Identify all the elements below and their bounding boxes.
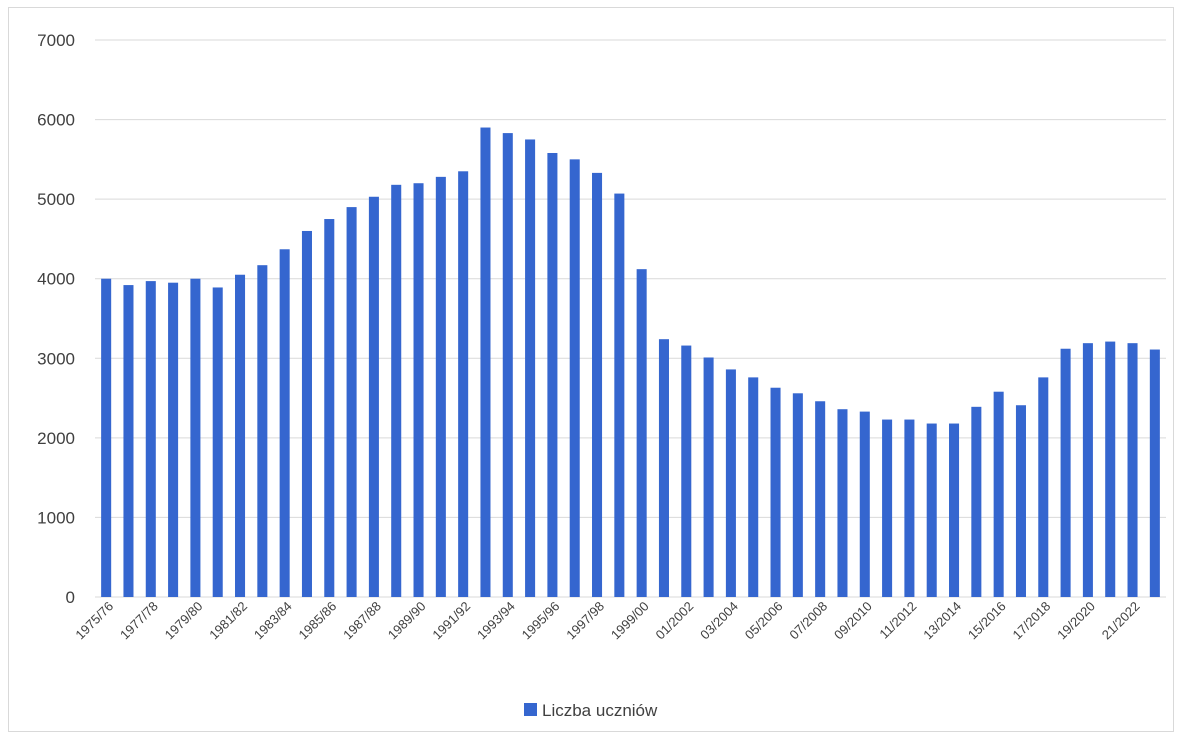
x-tick-label: 17/2018: [1010, 599, 1054, 643]
bar: [413, 183, 424, 597]
bar: [614, 193, 625, 597]
x-tick-label: 1977/78: [117, 599, 161, 643]
x-tick-label: 1981/82: [206, 599, 250, 643]
bars: [101, 127, 1160, 598]
x-tick-label: 15/2016: [965, 599, 1009, 643]
bar: [324, 219, 335, 598]
bar: [569, 159, 580, 597]
y-tick-label: 5000: [37, 190, 75, 209]
bar: [1127, 343, 1138, 597]
bar: [725, 369, 736, 597]
bar: [480, 127, 491, 598]
y-tick-label: 2000: [37, 429, 75, 448]
bar: [123, 285, 134, 597]
y-tick-label: 6000: [37, 111, 75, 130]
bar: [658, 339, 669, 597]
y-tick-label: 3000: [37, 349, 75, 368]
bar: [301, 230, 312, 597]
bar: [971, 406, 982, 597]
bar: [904, 419, 915, 597]
legend: Liczba uczniów: [524, 701, 658, 720]
x-tick-label: 1993/94: [474, 599, 518, 643]
bar: [391, 184, 402, 597]
chart-area: 0 1000 2000 3000 4000 5000 6000 7000 1975/76 197…: [8, 7, 1174, 732]
x-tick-label: 1975/76: [72, 599, 116, 643]
bar: [101, 278, 112, 597]
y-tick-label: 7000: [37, 31, 75, 50]
bar: [435, 176, 446, 597]
bar: [257, 265, 268, 597]
bar: [547, 152, 558, 597]
y-tick-label: 0: [66, 588, 75, 607]
bar: [1038, 377, 1049, 597]
bar: [949, 423, 960, 597]
bar: [346, 207, 357, 597]
bar: [502, 133, 513, 597]
bar: [1082, 343, 1093, 597]
bar: [837, 409, 848, 597]
x-tick-label: 05/2006: [742, 599, 786, 643]
bar: [859, 411, 870, 597]
legend-label: Liczba uczniów: [542, 701, 658, 720]
y-tick-label: 1000: [37, 508, 75, 527]
bar: [145, 281, 156, 597]
bar: [636, 269, 647, 597]
bar: [703, 357, 714, 597]
gridlines: [95, 39, 1166, 598]
x-tick-label: 1987/88: [340, 599, 384, 643]
x-tick-label: 1995/96: [519, 599, 563, 643]
x-tick-label: 19/2020: [1054, 599, 1098, 643]
x-tick-label: 13/2014: [920, 599, 964, 643]
x-tick-label: 09/2010: [831, 599, 875, 643]
bar: [792, 393, 803, 597]
bar: [882, 419, 893, 597]
x-axis-ticks: 1975/76 1977/78 1979/80 1981/82 1983/84 1985/…: [72, 599, 1142, 643]
bar: [279, 249, 290, 597]
bar: [1060, 348, 1071, 597]
bar: [748, 377, 759, 597]
bar: [525, 139, 536, 597]
x-tick-label: 1989/90: [385, 599, 429, 643]
bar: [368, 196, 379, 597]
bar: [235, 274, 246, 597]
legend-swatch: [524, 703, 537, 716]
y-tick-label: 4000: [37, 270, 75, 289]
x-tick-label: 1991/92: [429, 599, 473, 643]
x-tick-label: 1979/80: [162, 599, 206, 643]
bar: [458, 171, 469, 598]
x-tick-label: 11/2012: [876, 599, 919, 642]
bar: [592, 172, 603, 598]
x-tick-label: 1999/00: [608, 599, 652, 643]
bar: [681, 345, 692, 597]
x-tick-label: 1983/84: [251, 599, 295, 643]
x-tick-label: 1997/98: [563, 599, 607, 643]
y-axis-ticks: 0 1000 2000 3000 4000 5000 6000 7000: [37, 31, 75, 607]
bar: [1105, 341, 1116, 597]
bar: [190, 278, 201, 597]
x-tick-label: 03/2004: [697, 599, 741, 643]
bar: [770, 387, 781, 597]
x-tick-label: 21/2022: [1099, 599, 1143, 643]
bar: [993, 391, 1004, 597]
bar: [815, 401, 826, 597]
x-tick-label: 07/2008: [786, 599, 830, 643]
x-tick-label: 01/2002: [653, 599, 697, 643]
bar: [168, 282, 179, 597]
bar: [212, 287, 223, 597]
bar: [926, 423, 937, 597]
bar: [1015, 405, 1026, 597]
x-tick-label: 1985/86: [296, 599, 340, 643]
bar: [1149, 349, 1160, 597]
